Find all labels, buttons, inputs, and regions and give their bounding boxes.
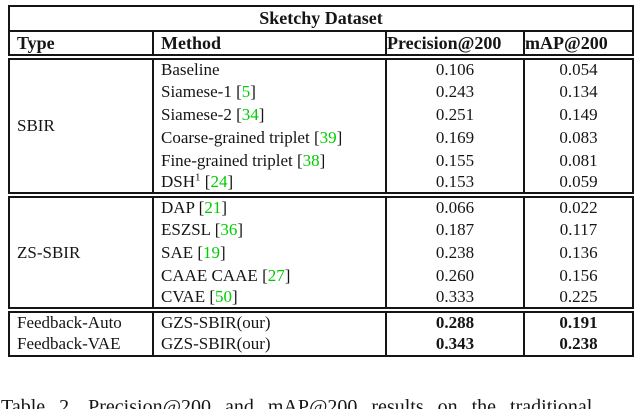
method-name: SAE <box>161 242 194 262</box>
method-cell: Fine-grained triplet [38] <box>152 149 386 172</box>
precision-cell: 0.066 <box>385 195 524 218</box>
table-head: Sketchy Dataset Type Method Precision@20… <box>9 6 633 57</box>
map-cell: 0.238 <box>523 333 633 356</box>
precision-cell: 0.155 <box>385 149 524 172</box>
precision-cell: 0.343 <box>385 333 524 356</box>
citation-number: 34 <box>241 104 259 124</box>
citation-number: 19 <box>203 242 221 262</box>
citation-number: 36 <box>220 219 238 239</box>
map-cell: 0.081 <box>523 149 633 172</box>
method-name: DAP <box>161 198 195 217</box>
precision-cell: 0.260 <box>385 264 524 287</box>
table-row: Fine-grained triplet [38] 0.155 0.081 <box>9 149 633 172</box>
method-name: GZS-SBIR(our) <box>161 313 271 332</box>
precision-cell: 0.169 <box>385 126 524 149</box>
method-name: Siamese-1 <box>161 81 232 101</box>
citation-number: 38 <box>302 150 320 170</box>
precision-cell: 0.187 <box>385 218 524 241</box>
table-row: Feedback-VAE GZS-SBIR(our) 0.343 0.238 <box>9 333 633 356</box>
method-name: Fine-grained triplet <box>161 150 293 170</box>
table-group: SBIR Baseline 0.106 0.054 Siamese-1 [5] 0.243… <box>9 57 633 195</box>
table-row: ESZSL [36] 0.187 0.117 <box>9 218 633 241</box>
method-superscript: 1 <box>195 172 201 184</box>
table-row: Feedback-Auto GZS-SBIR(our) 0.288 0.191 <box>9 310 633 333</box>
method-cell: DSH1 [24] <box>152 172 386 195</box>
map-cell: 0.136 <box>523 241 633 264</box>
map-cell: 0.022 <box>523 195 633 218</box>
citation-number: 27 <box>267 265 285 285</box>
citation-number: 5 <box>241 81 251 101</box>
map-cell: 0.117 <box>523 218 633 241</box>
table-row: SAE [19] 0.238 0.136 <box>9 241 633 264</box>
table-title-row: Sketchy Dataset <box>9 6 633 32</box>
method-cell: Coarse-grained triplet [39] <box>152 126 386 149</box>
map-cell: 0.083 <box>523 126 633 149</box>
map-cell: 0.156 <box>523 264 633 287</box>
method-cell: GZS-SBIR(our) <box>152 333 386 356</box>
type-cell: ZS-SBIR <box>17 242 81 262</box>
method-name: Coarse-grained triplet <box>161 127 310 147</box>
citation-number: 50 <box>215 287 233 306</box>
type-cell: SBIR <box>17 116 55 135</box>
column-header-type: Type <box>17 32 55 53</box>
method-cell: ESZSL [36] <box>152 218 386 241</box>
method-name: GZS-SBIR(our) <box>161 334 271 353</box>
table-row: SBIR Baseline 0.106 0.054 <box>9 57 633 135</box>
method-name: CVAE <box>161 287 206 306</box>
table-caption: Table 2. Precision@200 and mAP@200 resul… <box>1 396 593 409</box>
precision-cell: 0.243 <box>385 80 524 103</box>
column-header-method: Method <box>152 31 386 57</box>
map-cell: 0.134 <box>523 80 633 103</box>
precision-cell: 0.106 <box>385 57 524 80</box>
table-group: Feedback-Auto GZS-SBIR(our) 0.288 0.191 Feed… <box>9 310 633 356</box>
column-header-precision: Precision@200 <box>385 31 524 57</box>
map-cell: 0.149 <box>523 103 633 126</box>
method-name: Siamese-2 <box>161 104 232 124</box>
type-cell: Feedback-Auto <box>17 313 122 332</box>
map-cell: 0.054 <box>523 57 633 80</box>
method-cell: Siamese-2 [34] <box>152 103 386 126</box>
results-table: Sketchy Dataset Type Method Precision@20… <box>8 5 634 357</box>
method-name: CAAE CAAE <box>161 265 258 285</box>
table-row: CAAE CAAE [27] 0.260 0.156 <box>9 264 633 287</box>
method-cell: SAE [19] <box>152 241 386 264</box>
citation-number: 39 <box>319 127 337 147</box>
method-cell: Baseline <box>152 57 386 80</box>
precision-cell: 0.238 <box>385 241 524 264</box>
citation-number: 21 <box>204 198 222 217</box>
table-row: CVAE [50] 0.333 0.225 <box>9 287 633 310</box>
table-title: Sketchy Dataset <box>9 6 633 32</box>
table-row: ZS-SBIR DAP [21] 0.066 0.022 <box>9 195 633 262</box>
precision-cell: 0.153 <box>385 172 524 195</box>
table-row: DSH1 [24] 0.153 0.059 <box>9 172 633 195</box>
method-name: ESZSL <box>161 219 211 239</box>
method-cell: DAP [21] <box>152 195 386 218</box>
citation-number: 24 <box>210 172 228 191</box>
map-cell: 0.059 <box>523 172 633 195</box>
method-name: DSH <box>161 172 196 191</box>
table-row: Coarse-grained triplet [39] 0.169 0.083 <box>9 126 633 149</box>
map-cell: 0.225 <box>523 287 633 310</box>
table-group: ZS-SBIR DAP [21] 0.066 0.022 ESZSL [36] 0.187… <box>9 195 633 310</box>
type-cell: Feedback-VAE <box>17 334 121 353</box>
table-header-row: Type Method Precision@200 mAP@200 <box>9 31 633 57</box>
map-cell: 0.191 <box>523 310 633 333</box>
table-row: Siamese-1 [5] 0.243 0.134 <box>9 80 633 103</box>
precision-cell: 0.333 <box>385 287 524 310</box>
method-name: Baseline <box>161 60 220 79</box>
method-cell: GZS-SBIR(our) <box>152 310 386 333</box>
precision-cell: 0.288 <box>385 310 524 333</box>
method-cell: CAAE CAAE [27] <box>152 264 386 287</box>
precision-cell: 0.251 <box>385 103 524 126</box>
column-header-map: mAP@200 <box>523 31 633 57</box>
table-row: Siamese-2 [34] 0.251 0.149 <box>9 103 633 126</box>
method-cell: CVAE [50] <box>152 287 386 310</box>
method-cell: Siamese-1 [5] <box>152 80 386 103</box>
